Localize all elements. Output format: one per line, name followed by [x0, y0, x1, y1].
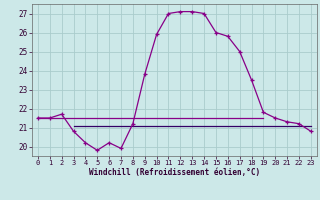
X-axis label: Windchill (Refroidissement éolien,°C): Windchill (Refroidissement éolien,°C) — [89, 168, 260, 177]
